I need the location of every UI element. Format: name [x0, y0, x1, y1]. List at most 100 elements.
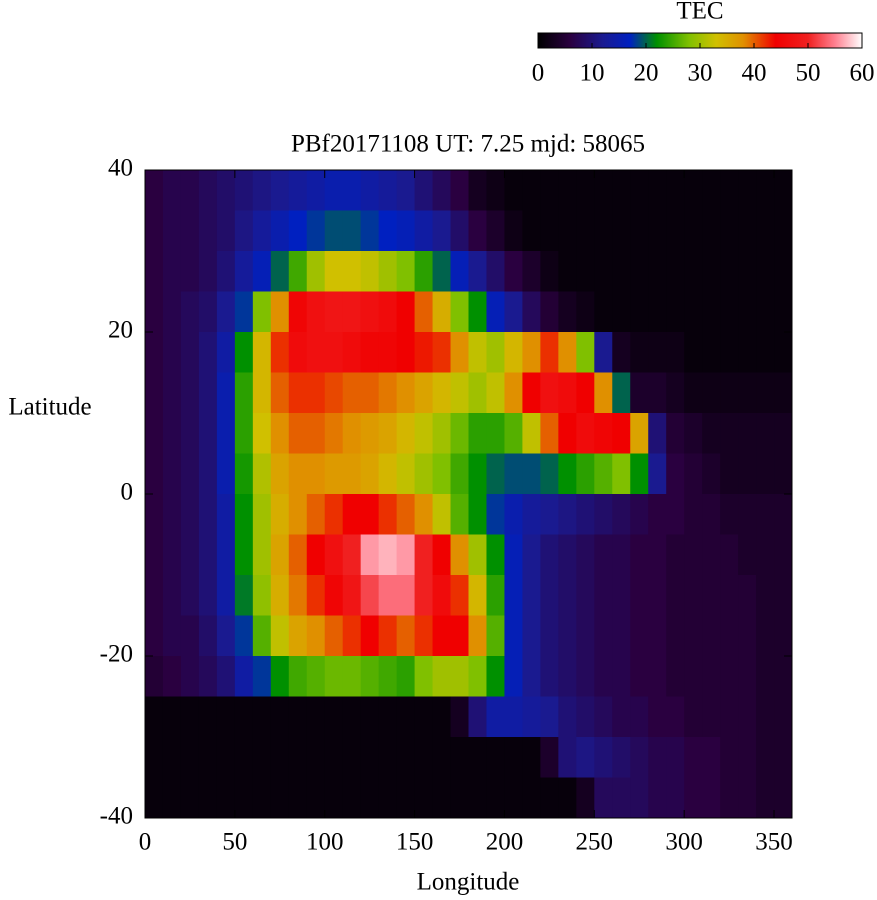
heatmap-cell	[756, 251, 775, 292]
heatmap-cell	[396, 656, 416, 697]
heatmap-cell	[450, 615, 469, 657]
heatmap-cell	[234, 170, 254, 211]
colorbar-tick-label: 30	[688, 60, 713, 87]
heatmap-cell	[720, 575, 739, 616]
heatmap-cell	[702, 251, 721, 292]
heatmap-cell	[486, 170, 505, 211]
heatmap-cell	[648, 534, 667, 576]
heatmap-cell	[180, 777, 200, 819]
heatmap-cell	[612, 372, 631, 414]
heatmap-cell	[684, 170, 703, 211]
heatmap-cell	[468, 291, 487, 333]
heatmap-cell	[486, 251, 505, 292]
heatmap-cell	[486, 615, 505, 657]
heatmap-cell	[540, 291, 559, 333]
heatmap-cell	[450, 332, 469, 373]
heatmap-cell	[288, 494, 308, 535]
heatmap-cell	[270, 210, 290, 252]
heatmap-cell	[432, 696, 452, 738]
heatmap-cell	[702, 170, 721, 211]
heatmap-cell	[414, 170, 434, 211]
heatmap-cell	[774, 372, 793, 414]
heatmap-cell	[145, 777, 164, 819]
heatmap-cell	[468, 453, 487, 495]
heatmap-cell	[720, 777, 739, 819]
heatmap-cell	[648, 453, 667, 495]
heatmap-cell	[252, 170, 272, 211]
heatmap-cell	[702, 210, 721, 252]
heatmap-cell	[306, 615, 326, 657]
colorbar-tick-label: 40	[742, 60, 767, 87]
heatmap-cell	[324, 413, 344, 454]
heatmap-cell	[594, 777, 613, 819]
heatmap-cell	[666, 656, 685, 697]
heatmap-cell	[432, 615, 452, 657]
heatmap-cell	[576, 494, 595, 535]
heatmap-cell	[396, 332, 416, 373]
heatmap-cell	[360, 777, 380, 819]
heatmap-cell	[180, 615, 200, 657]
heatmap-cell	[306, 737, 326, 778]
colorbar-tick-label: 20	[634, 60, 659, 87]
heatmap-cell	[522, 656, 541, 697]
heatmap-cell	[720, 170, 739, 211]
heatmap-cell	[540, 696, 559, 738]
heatmap-cell	[432, 453, 452, 495]
heatmap-cell	[738, 170, 757, 211]
heatmap-cell	[360, 332, 380, 373]
heatmap-cell	[288, 251, 308, 292]
heatmap-cell	[576, 737, 595, 778]
heatmap-cell	[612, 696, 631, 738]
heatmap-cell	[162, 453, 182, 495]
heatmap-cell	[378, 332, 398, 373]
heatmap-cell	[450, 210, 469, 252]
heatmap-cell	[756, 737, 775, 778]
heatmap-cell	[774, 575, 793, 616]
heatmap-cell	[450, 575, 469, 616]
heatmap-cell	[414, 534, 434, 576]
heatmap-cell	[702, 332, 721, 373]
heatmap-cell	[738, 656, 757, 697]
heatmap-cell	[324, 332, 344, 373]
heatmap-cell	[216, 413, 236, 454]
heatmap-cell	[702, 575, 721, 616]
heatmap-cell	[522, 777, 541, 819]
heatmap-cell	[774, 696, 793, 738]
heatmap-cell	[504, 413, 523, 454]
heatmap-cell	[774, 332, 793, 373]
heatmap-cell	[180, 251, 200, 292]
heatmap-cell	[522, 453, 541, 495]
heatmap-cell	[145, 534, 164, 576]
heatmap-cell	[162, 210, 182, 252]
heatmap-cell	[180, 170, 200, 211]
heatmap-cell	[486, 737, 505, 778]
heatmap-cell	[594, 656, 613, 697]
heatmap-cell	[180, 575, 200, 616]
heatmap-cell	[414, 332, 434, 373]
heatmap-cell	[468, 777, 487, 819]
heatmap-cell	[702, 615, 721, 657]
heatmap-cell	[666, 534, 685, 576]
heatmap-cell	[288, 737, 308, 778]
heatmap-cell	[432, 534, 452, 576]
heatmap-cell	[504, 777, 523, 819]
heatmap-cell	[522, 413, 541, 454]
heatmap-cell	[702, 372, 721, 414]
heatmap-cell	[648, 656, 667, 697]
heatmap-cell	[270, 251, 290, 292]
heatmap-cell	[162, 251, 182, 292]
heatmap-cell	[684, 332, 703, 373]
heatmap-cell	[198, 372, 218, 414]
heatmap-cell	[432, 251, 452, 292]
heatmap-cell	[540, 453, 559, 495]
heatmap-cell	[648, 696, 667, 738]
heatmap-cell	[468, 332, 487, 373]
heatmap-cell	[360, 453, 380, 495]
heatmap-cell	[216, 332, 236, 373]
heatmap-cell	[396, 170, 416, 211]
heatmap-cell	[522, 494, 541, 535]
heatmap-cell	[504, 251, 523, 292]
heatmap-cell	[540, 251, 559, 292]
heatmap-cell	[504, 615, 523, 657]
heatmap-cell	[612, 332, 631, 373]
